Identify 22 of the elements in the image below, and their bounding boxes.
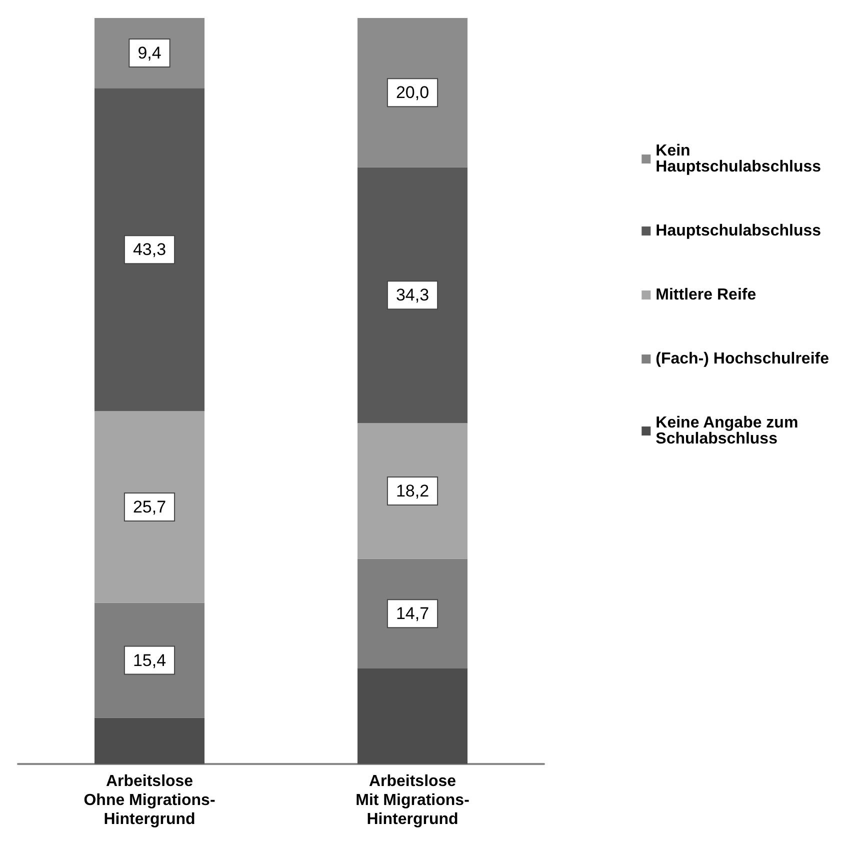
legend-label: Keine Angabe zum Schulabschluss: [656, 414, 803, 448]
legend-label: Kein Hauptschulabschluss: [656, 142, 822, 176]
data-label: 18,2: [396, 481, 430, 500]
bar: [94, 718, 204, 764]
bar: [358, 668, 468, 764]
x-tick-label: Arbeitslose Ohne Migrations- Hintergrund: [84, 773, 216, 828]
data-label: 15,4: [132, 650, 166, 670]
data-label: 34,3: [396, 286, 430, 305]
data-label: 43,3: [132, 240, 166, 260]
bar: [358, 423, 468, 559]
data-label: 20,0: [396, 83, 430, 102]
bar: [94, 411, 204, 603]
bar: [94, 88, 204, 412]
bar: [358, 167, 468, 424]
bar: [358, 18, 468, 168]
data-label: 25,7: [132, 498, 166, 517]
data-label: 14,7: [396, 604, 430, 624]
x-tick-label: Arbeitslose Mit Migrations- Hintergrund: [356, 773, 470, 828]
data-label: 9,4: [138, 44, 162, 63]
legend-label: Mittlere Reife: [656, 286, 756, 304]
legend-label: Hauptschulabschluss: [656, 222, 822, 240]
legend-label: (Fach-) Hochschulreife: [656, 350, 830, 368]
